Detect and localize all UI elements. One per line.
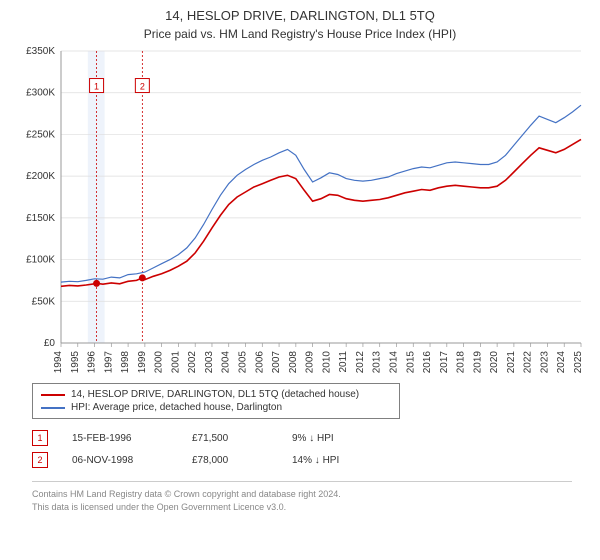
- svg-text:2008: 2008: [288, 351, 299, 374]
- svg-text:£300K: £300K: [26, 88, 55, 99]
- event-marker: 1: [32, 430, 48, 446]
- footer-line2: This data is licensed under the Open Gov…: [32, 501, 572, 514]
- svg-text:2: 2: [140, 82, 145, 92]
- legend-item: 14, HESLOP DRIVE, DARLINGTON, DL1 5TQ (d…: [41, 388, 391, 401]
- svg-text:1995: 1995: [70, 351, 81, 374]
- event-list: 1 15-FEB-1996£71,5009% ↓ HPI 2 06-NOV-1998£…: [32, 427, 600, 471]
- legend-swatch: [41, 394, 65, 396]
- event-row: 1 15-FEB-1996£71,5009% ↓ HPI: [32, 427, 600, 449]
- chart-plot-area: £0 £50K £100K £150K £200K £250K £300K £350K 1994…: [15, 47, 585, 377]
- svg-text:2018: 2018: [456, 351, 467, 374]
- svg-text:2013: 2013: [372, 351, 383, 374]
- svg-text:£100K: £100K: [26, 255, 55, 266]
- svg-text:2016: 2016: [422, 351, 433, 374]
- svg-text:£50K: £50K: [32, 296, 56, 307]
- footer-attribution: Contains HM Land Registry data © Crown c…: [32, 481, 572, 513]
- svg-text:2007: 2007: [271, 351, 282, 374]
- footer-line1: Contains HM Land Registry data © Crown c…: [32, 488, 572, 501]
- svg-text:£250K: £250K: [26, 129, 55, 140]
- svg-text:1997: 1997: [103, 351, 114, 374]
- legend-box: 14, HESLOP DRIVE, DARLINGTON, DL1 5TQ (d…: [32, 383, 400, 419]
- chart-title: 14, HESLOP DRIVE, DARLINGTON, DL1 5TQ: [0, 0, 600, 23]
- svg-text:1998: 1998: [120, 351, 131, 374]
- svg-text:2006: 2006: [254, 351, 265, 374]
- svg-text:£350K: £350K: [26, 47, 55, 57]
- legend-label: HPI: Average price, detached house, Darl…: [71, 402, 282, 413]
- chart-svg: £0 £50K £100K £150K £200K £250K £300K £350K 1994…: [15, 47, 585, 377]
- chart-container: 14, HESLOP DRIVE, DARLINGTON, DL1 5TQ Pr…: [0, 0, 600, 560]
- svg-text:2001: 2001: [170, 351, 181, 374]
- event-price: £78,000: [192, 455, 292, 466]
- event-delta: 9% ↓ HPI: [292, 433, 392, 444]
- svg-text:2005: 2005: [238, 351, 249, 374]
- chart-subtitle: Price paid vs. HM Land Registry's House …: [0, 23, 600, 47]
- event-row: 2 06-NOV-1998£78,00014% ↓ HPI: [32, 449, 600, 471]
- svg-text:2017: 2017: [439, 351, 450, 374]
- event-delta: 14% ↓ HPI: [292, 455, 392, 466]
- svg-text:1999: 1999: [137, 351, 148, 374]
- svg-text:2011: 2011: [338, 351, 349, 373]
- svg-text:2024: 2024: [556, 351, 567, 374]
- svg-text:2025: 2025: [573, 351, 584, 374]
- svg-text:1994: 1994: [53, 351, 64, 374]
- svg-text:£0: £0: [44, 338, 56, 349]
- svg-text:2023: 2023: [539, 351, 550, 374]
- svg-text:2009: 2009: [305, 351, 316, 374]
- svg-text:1996: 1996: [87, 351, 98, 374]
- svg-text:2021: 2021: [506, 351, 517, 374]
- svg-text:£200K: £200K: [26, 171, 55, 182]
- svg-text:2003: 2003: [204, 351, 215, 374]
- legend-swatch: [41, 407, 65, 409]
- svg-text:2002: 2002: [187, 351, 198, 374]
- svg-text:2022: 2022: [523, 351, 534, 374]
- svg-text:2019: 2019: [472, 351, 483, 374]
- event-marker: 2: [32, 452, 48, 468]
- event-price: £71,500: [192, 433, 292, 444]
- svg-text:2004: 2004: [221, 351, 232, 374]
- svg-text:2000: 2000: [154, 351, 165, 374]
- svg-text:2020: 2020: [489, 351, 500, 374]
- svg-text:1: 1: [94, 82, 99, 92]
- legend-label: 14, HESLOP DRIVE, DARLINGTON, DL1 5TQ (d…: [71, 389, 359, 400]
- svg-text:2015: 2015: [405, 351, 416, 374]
- svg-text:2010: 2010: [321, 351, 332, 374]
- event-date: 15-FEB-1996: [72, 433, 192, 444]
- event-date: 06-NOV-1998: [72, 455, 192, 466]
- legend-item: HPI: Average price, detached house, Darl…: [41, 401, 391, 414]
- svg-text:2014: 2014: [388, 351, 399, 374]
- svg-text:2012: 2012: [355, 351, 366, 374]
- svg-text:£150K: £150K: [26, 213, 55, 224]
